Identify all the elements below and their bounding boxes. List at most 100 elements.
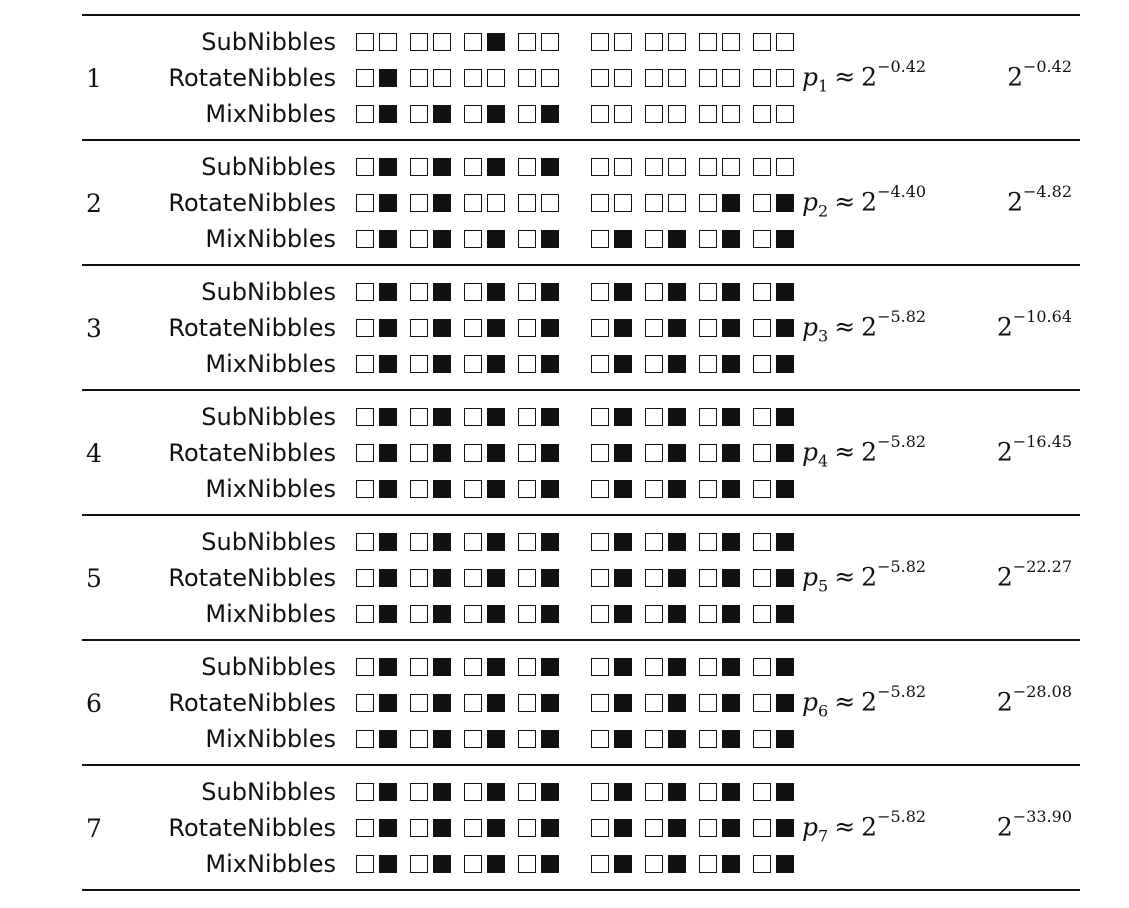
operation-label: SubNibbles [201,653,336,681]
active-nibble-cell [487,33,505,51]
cum-base: 2 [996,687,1013,717]
active-nibble-cell [776,658,794,676]
inactive-nibble-cell [722,105,740,123]
active-nibble-cell [379,319,397,337]
active-nibble-cell [722,444,740,462]
active-nibble-cell [379,658,397,676]
round-number: 4 [86,439,102,468]
active-nibble-cell [379,819,397,837]
cum-base: 2 [996,812,1013,842]
active-nibble-cell [433,194,451,212]
inactive-nibble-cell [668,33,686,51]
inactive-nibble-cell [464,694,482,712]
active-nibble-cell [776,480,794,498]
inactive-nibble-cell [464,33,482,51]
inactive-nibble-cell [464,408,482,426]
cumulative-probability: 2−28.08 [996,682,1072,717]
operation-label: MixNibbles [205,850,336,878]
cum-exponent: −16.45 [1012,432,1072,451]
inactive-nibble-cell [591,605,609,623]
operation-label: SubNibbles [201,28,336,56]
inactive-nibble-cell [753,230,771,248]
inactive-nibble-cell [753,783,771,801]
prob-subscript: 5 [818,576,829,596]
inactive-nibble-cell [753,480,771,498]
approx-symbol: ≈ [834,437,856,467]
inactive-nibble-cell [699,230,717,248]
active-nibble-cell [541,730,559,748]
operation-label: SubNibbles [201,153,336,181]
active-nibble-cell [433,730,451,748]
inactive-nibble-cell [614,194,632,212]
active-nibble-cell [487,569,505,587]
active-nibble-cell [668,569,686,587]
inactive-nibble-cell [699,158,717,176]
active-nibble-cell [433,855,451,873]
inactive-nibble-cell [518,444,536,462]
active-nibble-cell [668,605,686,623]
inactive-nibble-cell [410,533,428,551]
active-nibble-cell [541,855,559,873]
active-nibble-cell [487,408,505,426]
inactive-nibble-cell [614,33,632,51]
active-nibble-cell [776,319,794,337]
inactive-nibble-cell [541,69,559,87]
inactive-nibble-cell [410,319,428,337]
inactive-nibble-cell [645,158,663,176]
operation-label: RotateNibbles [168,689,336,717]
inactive-nibble-cell [722,69,740,87]
round-number: 3 [86,314,102,343]
active-nibble-cell [433,480,451,498]
inactive-nibble-cell [464,194,482,212]
inactive-nibble-cell [410,855,428,873]
inactive-nibble-cell [591,105,609,123]
inactive-nibble-cell [591,408,609,426]
inactive-nibble-cell [518,855,536,873]
inactive-nibble-cell [645,605,663,623]
cum-exponent: −0.42 [1022,57,1072,76]
active-nibble-cell [487,533,505,551]
prob-subscript: 7 [818,826,829,846]
active-nibble-cell [541,283,559,301]
inactive-nibble-cell [464,783,482,801]
operation-label: RotateNibbles [168,814,336,842]
active-nibble-cell [722,569,740,587]
active-nibble-cell [541,658,559,676]
inactive-nibble-cell [753,730,771,748]
prob-variable: p [802,312,819,342]
inactive-nibble-cell [645,319,663,337]
active-nibble-cell [776,355,794,373]
inactive-nibble-cell [518,533,536,551]
round-separator [82,514,1080,516]
inactive-nibble-cell [518,819,536,837]
active-nibble-cell [379,730,397,748]
active-nibble-cell [614,444,632,462]
inactive-nibble-cell [464,480,482,498]
top-rule [82,14,1080,16]
active-nibble-cell [487,783,505,801]
inactive-nibble-cell [753,658,771,676]
inactive-nibble-cell [614,158,632,176]
prob-subscript: 3 [818,326,829,346]
inactive-nibble-cell [753,158,771,176]
active-nibble-cell [614,319,632,337]
inactive-nibble-cell [699,855,717,873]
inactive-nibble-cell [699,194,717,212]
active-nibble-cell [776,694,794,712]
active-nibble-cell [433,605,451,623]
prob-variable: p [802,187,819,217]
inactive-nibble-cell [591,158,609,176]
prob-subscript: 2 [818,201,829,221]
inactive-nibble-cell [645,283,663,301]
prob-exponent: −5.82 [877,307,927,326]
active-nibble-cell [379,444,397,462]
inactive-nibble-cell [753,33,771,51]
active-nibble-cell [541,783,559,801]
inactive-nibble-cell [776,105,794,123]
active-nibble-cell [379,230,397,248]
prob-base: 2 [861,687,878,717]
inactive-nibble-cell [464,819,482,837]
inactive-nibble-cell [356,569,374,587]
inactive-nibble-cell [699,355,717,373]
cum-base: 2 [996,562,1013,592]
